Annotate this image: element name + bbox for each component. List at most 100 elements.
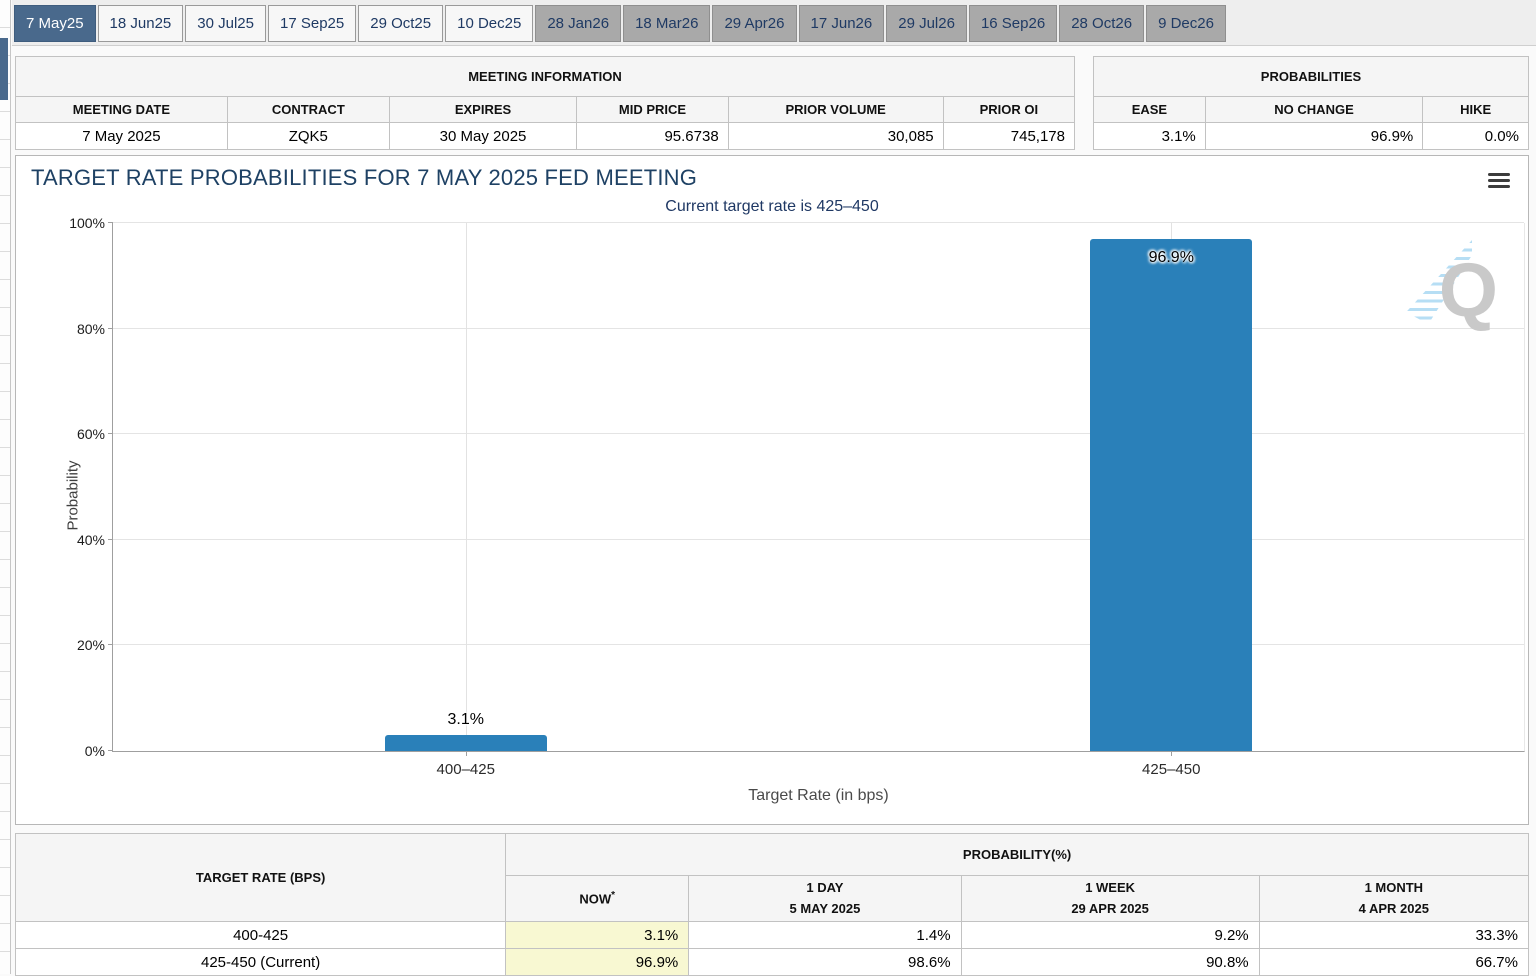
- bar-group-400-425: 3.1%: [384, 223, 547, 751]
- col-1-month: 1 MONTH 4 APR 2025: [1258, 875, 1530, 922]
- hike-value: 0.0%: [1422, 122, 1529, 150]
- horizontal-gridline: [113, 538, 1524, 540]
- mid-price-value: 95.6738: [576, 122, 729, 150]
- col-1-week: 1 WEEK 29 APR 2025: [960, 875, 1260, 922]
- meeting-date-tabbar: 7 May25 18 Jun25 30 Jul25 17 Sep25 29 Oc…: [12, 0, 1536, 46]
- one-day-label: 1 DAY: [806, 880, 844, 896]
- now-cell: 3.1%: [505, 921, 690, 949]
- one-week-cell: 9.2%: [960, 921, 1260, 949]
- y-tick-label: 0%: [84, 743, 105, 759]
- meeting-date-value: 7 May 2025: [15, 122, 228, 150]
- target-rate-bps-header: TARGET RATE (BPS): [14, 833, 507, 922]
- bar-400-425[interactable]: [384, 734, 547, 751]
- col-now: NOW*: [505, 875, 690, 922]
- y-tick-label: 60%: [76, 426, 105, 443]
- x-category-400-425: 400–425: [436, 761, 495, 778]
- meeting-information-title: MEETING INFORMATION: [15, 56, 1075, 97]
- tab-29-jul26[interactable]: 29 Jul26: [886, 5, 967, 42]
- y-tick-label: 80%: [76, 320, 105, 337]
- chart-title: TARGET RATE PROBABILITIES FOR 7 MAY 2025…: [31, 165, 698, 190]
- target-rate-cell: 425-450 (Current): [14, 948, 507, 976]
- prior-volume-value: 30,085: [727, 122, 944, 150]
- one-day-cell: 98.6%: [688, 948, 962, 976]
- probability-history-table: TARGET RATE (BPS) PROBABILITY(%) NOW* 1 …: [14, 833, 1530, 976]
- horizontal-gridline: [113, 644, 1524, 646]
- table-row-400-425: 400-425 3.1% 1.4% 9.2% 33.3%: [14, 921, 1530, 949]
- col-meeting-date: MEETING DATE: [15, 96, 228, 123]
- bar-425-450[interactable]: [1090, 239, 1253, 751]
- tab-28-oct26[interactable]: 28 Oct26: [1059, 5, 1145, 42]
- meeting-information-row: 7 May 2025 ZQK5 30 May 2025 95.6738 30,0…: [15, 122, 1076, 150]
- tab-18-jun25[interactable]: 18 Jun25: [97, 5, 184, 42]
- horizontal-gridline: [113, 327, 1524, 329]
- quikstrike-q-logo: Q: [1438, 248, 1498, 334]
- col-mid-price: MID PRICE: [576, 96, 729, 123]
- bar-label-400-425: 3.1%: [447, 710, 484, 728]
- y-tick-label: 100%: [69, 215, 105, 231]
- probabilities-title: PROBABILITIES: [1093, 56, 1529, 97]
- one-week-cell: 90.8%: [960, 948, 1260, 976]
- y-tick-mark: [108, 538, 113, 540]
- bar-group-425-450: 96.9%: [1090, 223, 1253, 751]
- one-week-date: 29 APR 2025: [1071, 900, 1149, 916]
- tab-29-apr26[interactable]: 29 Apr26: [712, 5, 797, 42]
- now-asterisk: *: [611, 889, 616, 901]
- contract-value: ZQK5: [226, 122, 390, 150]
- tab-28-jan26[interactable]: 28 Jan26: [535, 5, 622, 42]
- expires-value: 30 May 2025: [388, 122, 578, 150]
- chart-plot-area: Probability 3.1% 96.9% 400–425 425–450 T…: [65, 215, 1525, 804]
- y-tick-mark: [108, 644, 113, 646]
- tab-16-sep26[interactable]: 16 Sep26: [968, 5, 1058, 42]
- col-hike: HIKE: [1422, 96, 1529, 123]
- tab-17-jun26[interactable]: 17 Jun26: [798, 5, 885, 42]
- probabilities-row: 3.1% 96.9% 0.0%: [1093, 122, 1529, 150]
- col-1-day: 1 DAY 5 MAY 2025: [688, 875, 962, 922]
- prior-oi-value: 745,178: [942, 122, 1076, 150]
- no-change-value: 96.9%: [1204, 122, 1424, 150]
- x-tick: [1171, 751, 1173, 756]
- one-month-cell: 66.7%: [1258, 948, 1530, 976]
- tab-18-mar26[interactable]: 18 Mar26: [623, 5, 711, 42]
- tab-17-sep25[interactable]: 17 Sep25: [268, 5, 357, 42]
- summary-tables-row: MEETING INFORMATION MEETING DATE CONTRAC…: [15, 56, 1529, 150]
- tab-7-may25[interactable]: 7 May25: [14, 5, 96, 42]
- y-tick-mark: [108, 433, 113, 435]
- chart-subtitle: Current target rate is 425–450: [665, 198, 879, 215]
- y-tick-mark: [108, 222, 113, 223]
- y-tick-label: 20%: [76, 637, 105, 654]
- table-row-425-450-current: 425-450 (Current) 96.9% 98.6% 90.8% 66.7…: [14, 948, 1530, 976]
- quikstrike-watermark: Q: [1406, 240, 1506, 334]
- target-rate-cell: 400-425: [14, 921, 507, 949]
- now-cell: 96.9%: [505, 948, 690, 976]
- col-prior-volume: PRIOR VOLUME: [727, 96, 944, 123]
- col-ease: EASE: [1093, 96, 1206, 123]
- bar-label-425-450: 96.9%: [1148, 249, 1194, 267]
- y-tick-mark: [108, 327, 113, 329]
- tab-10-dec25[interactable]: 10 Dec25: [445, 5, 534, 42]
- ease-value: 3.1%: [1093, 122, 1206, 150]
- vertical-gridline: [465, 223, 467, 751]
- one-day-date: 5 MAY 2025: [789, 900, 861, 916]
- horizontal-gridline: [113, 433, 1524, 435]
- one-week-label: 1 WEEK: [1085, 880, 1136, 896]
- chart-menu-icon[interactable]: [1488, 173, 1510, 189]
- horizontal-gridline: [113, 222, 1524, 223]
- tab-9-dec26[interactable]: 9 Dec26: [1146, 5, 1226, 42]
- col-expires: EXPIRES: [388, 96, 578, 123]
- probabilities-summary-table: PROBABILITIES EASE NO CHANGE HIKE 3.1% 9…: [1093, 56, 1529, 150]
- col-no-change: NO CHANGE: [1204, 96, 1424, 123]
- y-tick-mark: [108, 750, 113, 751]
- y-tick-label: 40%: [76, 531, 105, 548]
- tab-30-jul25[interactable]: 30 Jul25: [185, 5, 266, 42]
- probability-group-header: PROBABILITY(%): [505, 833, 1529, 876]
- target-rate-chart-panel: TARGET RATE PROBABILITIES FOR 7 MAY 2025…: [15, 155, 1529, 825]
- one-month-cell: 33.3%: [1258, 921, 1530, 949]
- left-edge-panel: [0, 0, 11, 974]
- x-category-425-450: 425–450: [1142, 761, 1201, 778]
- col-contract: CONTRACT: [226, 96, 390, 123]
- x-tick: [465, 751, 467, 756]
- meeting-information-table: MEETING INFORMATION MEETING DATE CONTRAC…: [15, 56, 1076, 150]
- now-label: NOW: [579, 891, 612, 907]
- tab-29-oct25[interactable]: 29 Oct25: [358, 5, 444, 42]
- one-month-date: 4 APR 2025: [1358, 900, 1429, 916]
